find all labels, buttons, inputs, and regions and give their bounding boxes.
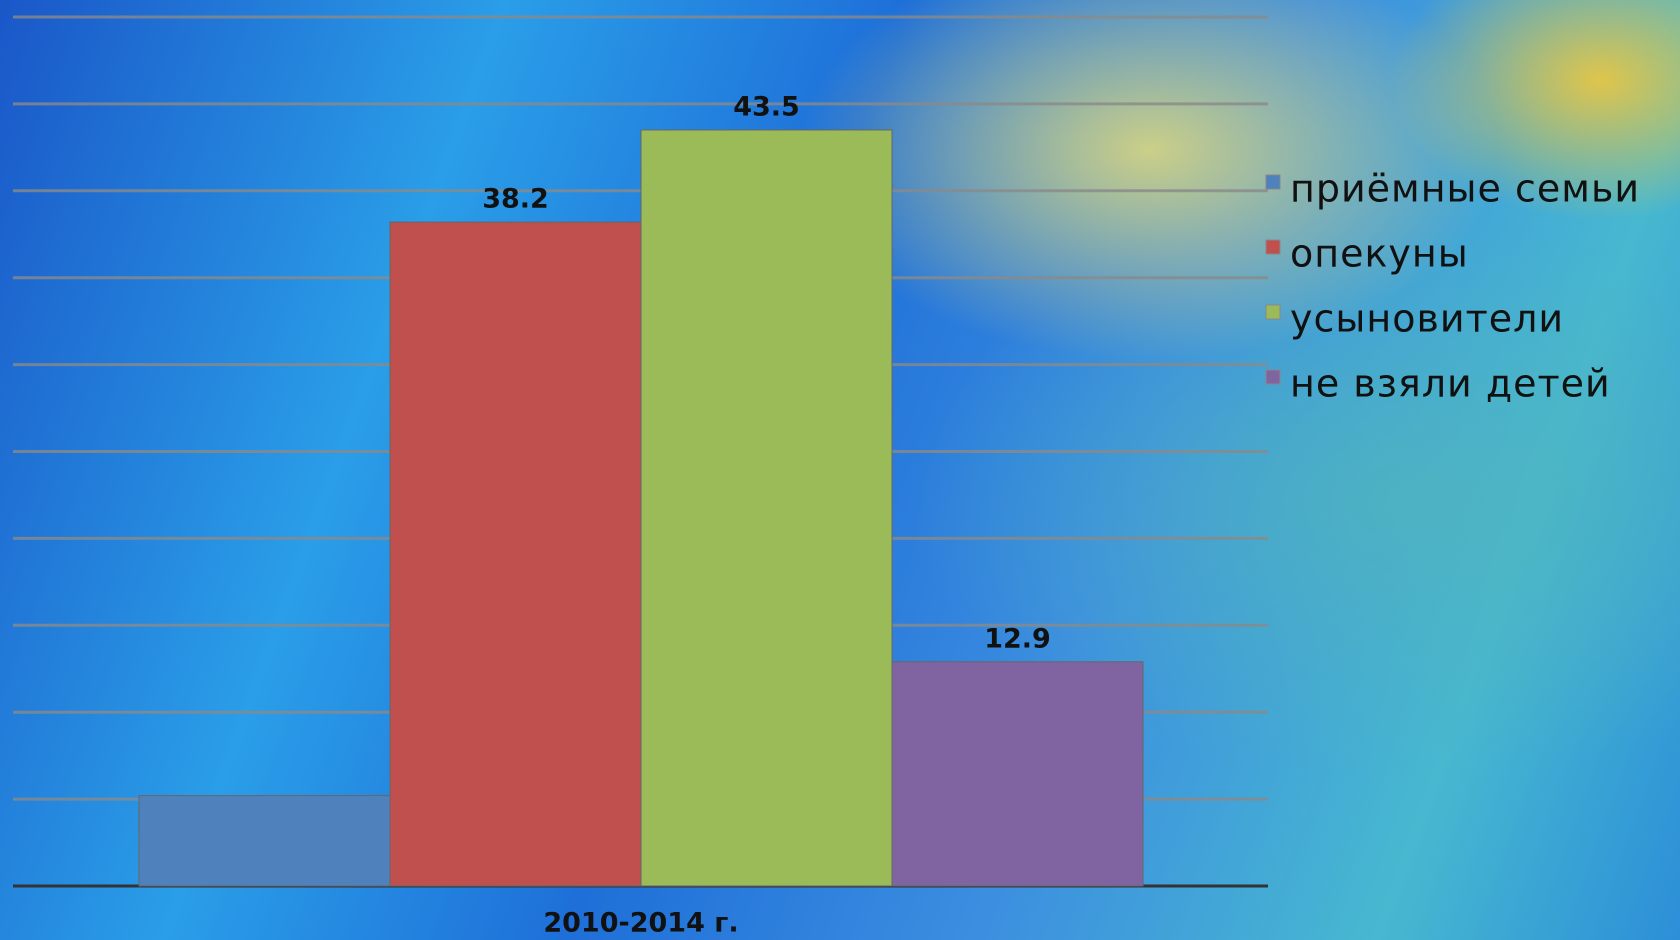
data-label: 43.5 xyxy=(733,91,800,122)
bar xyxy=(641,130,892,886)
legend-swatch xyxy=(1266,370,1280,384)
bar xyxy=(892,662,1143,886)
chart: 5,238.243.512.92010-2014 г.приёмные семь… xyxy=(0,0,1680,940)
legend-swatch xyxy=(1266,240,1280,254)
data-label: 38.2 xyxy=(482,184,549,215)
legend-label: опекуны xyxy=(1290,232,1469,276)
legend-label: усыновители xyxy=(1290,297,1564,341)
data-label: 12.9 xyxy=(984,623,1051,654)
bar xyxy=(390,222,641,886)
legend-label: не взяли детей xyxy=(1290,362,1611,406)
legend-swatch xyxy=(1266,305,1280,319)
page: 5,238.243.512.92010-2014 г.приёмные семь… xyxy=(0,0,1680,940)
legend-label: приёмные семьи xyxy=(1290,167,1640,211)
bar xyxy=(139,796,390,886)
x-tick-label: 2010-2014 г. xyxy=(543,908,738,939)
legend-swatch xyxy=(1266,175,1280,189)
